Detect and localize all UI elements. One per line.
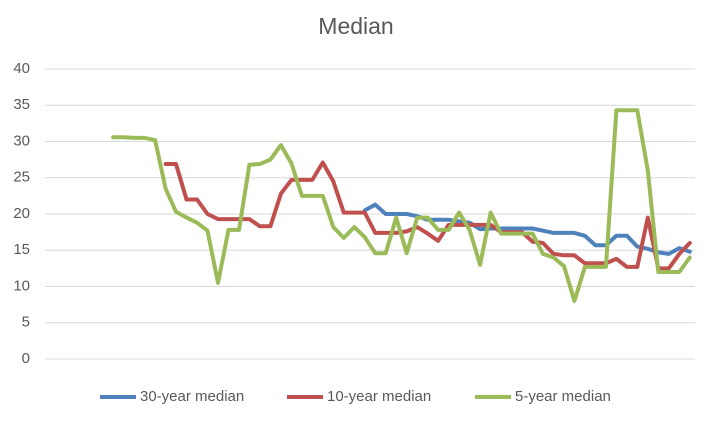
- y-tick-label: 5: [22, 314, 30, 331]
- line-series: [111, 108, 692, 303]
- y-tick-label: 20: [13, 205, 30, 222]
- y-tick-label: 30: [13, 132, 30, 149]
- y-tick-label: 35: [13, 96, 30, 113]
- legend-label: 10-year median: [327, 388, 431, 405]
- chart-title: Median: [318, 13, 393, 39]
- y-tick-label: 10: [13, 277, 30, 294]
- y-tick-label: 0: [22, 350, 30, 367]
- legend-label: 5-year median: [515, 388, 611, 405]
- y-tick-label: 40: [13, 60, 30, 77]
- legend-label: 30-year median: [140, 388, 244, 405]
- y-tick-label: 25: [13, 169, 30, 186]
- line-series: [163, 160, 692, 271]
- y-tick-label: 15: [13, 241, 30, 258]
